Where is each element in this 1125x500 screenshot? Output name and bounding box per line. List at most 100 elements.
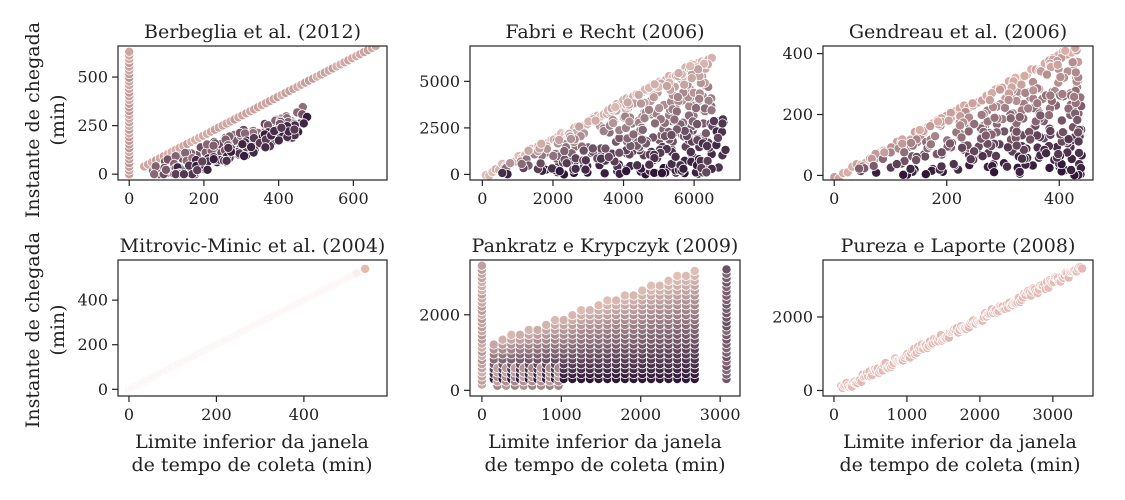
- y-axis-label-bottom-line2: (min): [47, 304, 69, 355]
- data-point: [1014, 166, 1025, 177]
- scatter-panel-6: Pureza e Laporte (2008) 0 1000 2000 3000 0 200…: [772, 235, 1094, 424]
- data-point: [936, 147, 947, 158]
- y-tick-label: 250: [77, 116, 108, 135]
- data-point: [593, 300, 604, 311]
- data-point: [1044, 162, 1055, 173]
- data-points: [836, 261, 1088, 393]
- data-point: [672, 92, 683, 103]
- y-tick-label: 5000: [419, 72, 460, 91]
- data-point: [692, 119, 703, 130]
- data-point: [576, 305, 587, 316]
- plot-frame: [822, 45, 1094, 181]
- data-point: [1002, 142, 1013, 153]
- x-tick-label: 2000: [533, 189, 574, 208]
- data-point: [977, 151, 988, 162]
- data-point: [995, 84, 1006, 95]
- data-point: [685, 61, 696, 72]
- data-point: [289, 124, 300, 135]
- data-point: [273, 135, 284, 146]
- data-point: [149, 169, 160, 180]
- data-point: [276, 122, 287, 133]
- data-point: [1011, 140, 1022, 151]
- data-point: [603, 151, 614, 162]
- data-point: [1070, 46, 1081, 53]
- data-point: [208, 154, 219, 165]
- data-point: [957, 142, 968, 153]
- data-point: [649, 153, 660, 164]
- data-point: [685, 146, 696, 157]
- data-point: [1014, 112, 1025, 123]
- data-point: [650, 118, 661, 129]
- plot-frame: [117, 45, 388, 181]
- panel-title: Pureza e Laporte (2008): [841, 235, 1076, 257]
- y-tick-label: 200: [782, 105, 813, 124]
- data-point: [955, 120, 966, 131]
- data-point: [1067, 57, 1078, 68]
- data-point: [701, 167, 712, 178]
- data-point: [898, 169, 909, 180]
- data-point: [930, 131, 941, 142]
- data-point: [686, 73, 697, 84]
- data-point: [223, 142, 234, 153]
- data-point: [976, 109, 987, 120]
- y-tick-label: 0: [803, 381, 813, 400]
- shared-x-label: Limite inferior da janela de tempo de co…: [132, 431, 1081, 476]
- data-point: [515, 329, 526, 340]
- data-point: [208, 140, 219, 151]
- data-point: [721, 264, 732, 275]
- data-point: [523, 145, 534, 156]
- x-tick-label: 200: [189, 189, 220, 208]
- data-point: [506, 329, 517, 340]
- data-point: [1041, 148, 1052, 159]
- data-point: [1023, 103, 1034, 114]
- data-point: [702, 155, 713, 166]
- scatter-panel-4: Mitrovic-Minic et al. (2004) 0 200 400 0 200 4…: [77, 235, 388, 424]
- data-point: [1045, 126, 1056, 137]
- x-tick-label: 0: [829, 405, 839, 424]
- data-point: [720, 144, 731, 155]
- data-point: [535, 158, 546, 169]
- data-point: [476, 260, 487, 271]
- data-point: [1072, 115, 1083, 126]
- data-points: [480, 53, 731, 180]
- data-point: [989, 167, 1000, 178]
- data-point: [678, 163, 689, 174]
- data-point: [360, 263, 371, 274]
- data-point: [600, 143, 611, 154]
- data-point: [1035, 110, 1046, 121]
- data-point: [936, 161, 947, 172]
- data-point: [1053, 149, 1064, 160]
- data-point: [1019, 71, 1030, 82]
- data-point: [614, 147, 625, 158]
- data-point: [532, 324, 543, 335]
- data-point: [351, 268, 362, 279]
- y-tick-label: 500: [77, 68, 108, 87]
- data-point: [854, 163, 865, 174]
- panels: Berbeglia et al. (2012)0 200 400 6000250500…: [77, 21, 1094, 424]
- data-point: [561, 158, 572, 169]
- data-point: [649, 79, 660, 90]
- y-tick-label: 0: [98, 165, 108, 184]
- data-point: [1042, 69, 1053, 80]
- panel-title: Mitrovic-Minic et al. (2004): [120, 235, 386, 257]
- data-point: [1057, 89, 1068, 100]
- data-point: [654, 103, 665, 114]
- data-point: [713, 132, 724, 143]
- y-axis-label-top-line1: Instante de chegada: [22, 22, 44, 218]
- y-axis-label-top-line2: (min): [47, 94, 69, 145]
- data-point: [239, 150, 250, 161]
- data-point: [991, 150, 1002, 161]
- data-point: [689, 265, 700, 276]
- panel-title: Pankratz e Krypczyk (2009): [472, 235, 739, 257]
- data-point: [899, 147, 910, 158]
- y-tick-label: 0: [450, 381, 460, 400]
- data-point: [621, 166, 632, 177]
- x-axis-label-col2-line2: de tempo de coleta (min): [485, 454, 726, 476]
- data-point: [933, 116, 944, 127]
- data-point: [1016, 79, 1027, 90]
- data-point: [1074, 147, 1085, 158]
- data-point: [554, 166, 565, 177]
- scatter-panel-2: Fabri e Recht (2006) 0 2000 4000 6000 0 2500 50…: [419, 21, 741, 208]
- data-point: [559, 146, 570, 157]
- panel-title: Gendreau et al. (2006): [849, 21, 1067, 43]
